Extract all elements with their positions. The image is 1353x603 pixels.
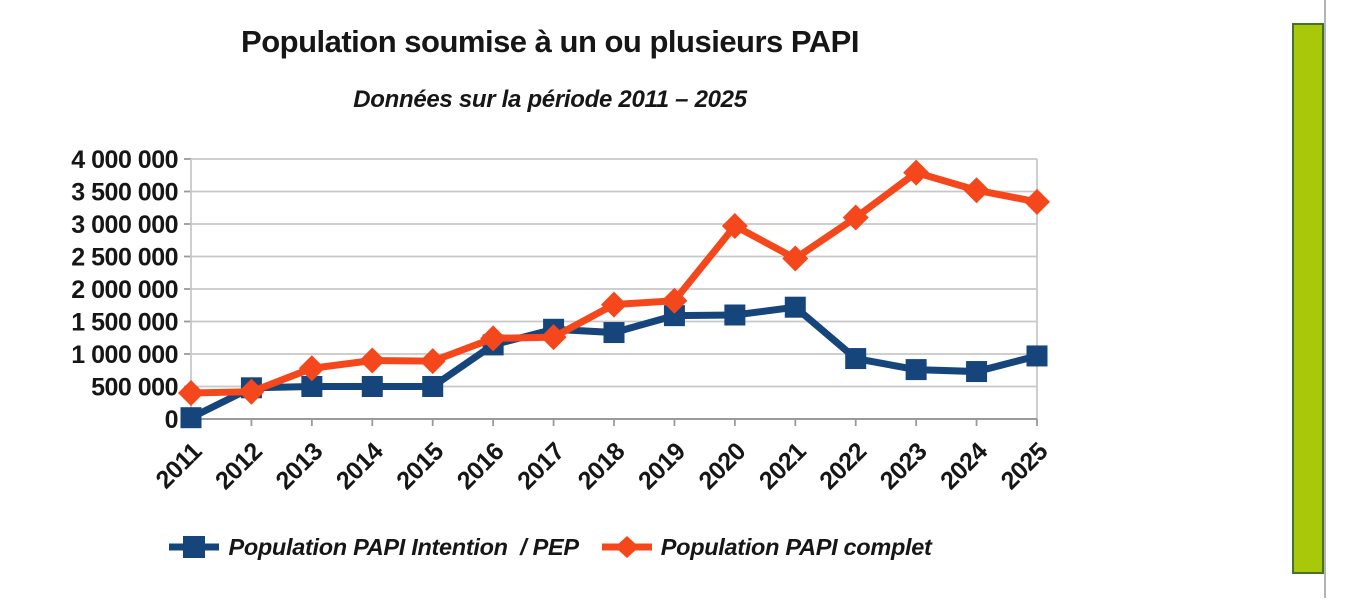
x-tick-label: 2018 bbox=[573, 437, 631, 495]
data-point-diamond bbox=[601, 291, 627, 318]
y-tick-label: 3 000 000 bbox=[71, 211, 178, 239]
x-tick-label: 2017 bbox=[512, 437, 570, 495]
legend-diamond-marker-icon bbox=[601, 536, 652, 558]
data-point-diamond bbox=[238, 378, 265, 405]
legend-label-papi-complet: Population PAPI complet bbox=[660, 533, 932, 560]
x-tick-label: 2014 bbox=[331, 437, 389, 495]
data-point-square bbox=[180, 407, 202, 429]
data-point-square bbox=[603, 322, 625, 344]
data-point-square bbox=[784, 296, 806, 318]
data-point-diamond bbox=[963, 177, 990, 204]
data-point-square bbox=[966, 361, 988, 383]
window-edge-line bbox=[1324, 0, 1326, 598]
x-tick-label: 2013 bbox=[270, 437, 328, 495]
data-point-diamond bbox=[419, 348, 446, 375]
data-point-diamond bbox=[359, 347, 386, 374]
data-point-square bbox=[422, 376, 444, 397]
legend-item-papi-complet: Population PAPI complet bbox=[601, 533, 932, 561]
chart-subtitle: Données sur la période 2011 – 2025 bbox=[353, 86, 747, 113]
legend-label-papi-intention: Population PAPI Intention / PEP bbox=[228, 533, 579, 560]
x-tick-label: 2019 bbox=[633, 437, 691, 495]
green-sidebar bbox=[1292, 23, 1324, 574]
data-point-square bbox=[905, 359, 927, 381]
chart-title: Population soumise à un ou plusieurs PAP… bbox=[241, 24, 859, 59]
data-point-square bbox=[361, 376, 383, 397]
y-tick-label: 500 000 bbox=[91, 374, 178, 402]
data-point-diamond bbox=[298, 355, 325, 382]
x-tick-label: 2021 bbox=[754, 437, 812, 495]
x-tick-label: 2011 bbox=[150, 437, 207, 494]
y-tick-label: 1 500 000 bbox=[71, 309, 178, 337]
y-tick-label: 0 bbox=[165, 406, 178, 434]
data-point-square bbox=[301, 376, 323, 397]
y-tick-label: 2 500 000 bbox=[71, 244, 178, 272]
data-point-square bbox=[724, 304, 746, 326]
legend: Population PAPI Intention / PEP Populati… bbox=[0, 533, 1100, 561]
data-point-diamond bbox=[661, 287, 688, 314]
legend-square-marker-icon bbox=[169, 536, 220, 558]
data-point-diamond bbox=[480, 325, 507, 352]
data-point-diamond bbox=[178, 380, 204, 406]
data-point-square bbox=[1026, 345, 1048, 367]
y-tick-label: 4 000 000 bbox=[71, 146, 178, 174]
x-tick-label: 2024 bbox=[935, 437, 993, 495]
x-tick-label: 2015 bbox=[391, 437, 449, 495]
x-tick-label: 2023 bbox=[875, 437, 933, 495]
y-tick-label: 2 000 000 bbox=[71, 276, 178, 304]
x-tick-label: 2020 bbox=[693, 437, 751, 495]
x-tick-label: 2025 bbox=[996, 437, 1054, 495]
data-point-square bbox=[845, 348, 867, 370]
data-point-diamond bbox=[721, 212, 748, 239]
data-point-square bbox=[663, 305, 685, 327]
data-point-diamond bbox=[842, 204, 869, 231]
x-tick-label: 2016 bbox=[452, 437, 510, 495]
data-point-diamond bbox=[1024, 188, 1050, 215]
x-tick-label: 2022 bbox=[814, 437, 872, 495]
y-tick-label: 3 500 000 bbox=[71, 179, 178, 207]
data-point-diamond bbox=[903, 159, 930, 186]
legend-item-papi-intention: Population PAPI Intention / PEP bbox=[168, 533, 579, 561]
x-tick-label: 2012 bbox=[210, 437, 268, 495]
y-tick-label: 1 000 000 bbox=[71, 341, 178, 369]
data-point-diamond bbox=[782, 245, 809, 272]
data-point-diamond bbox=[540, 324, 567, 351]
